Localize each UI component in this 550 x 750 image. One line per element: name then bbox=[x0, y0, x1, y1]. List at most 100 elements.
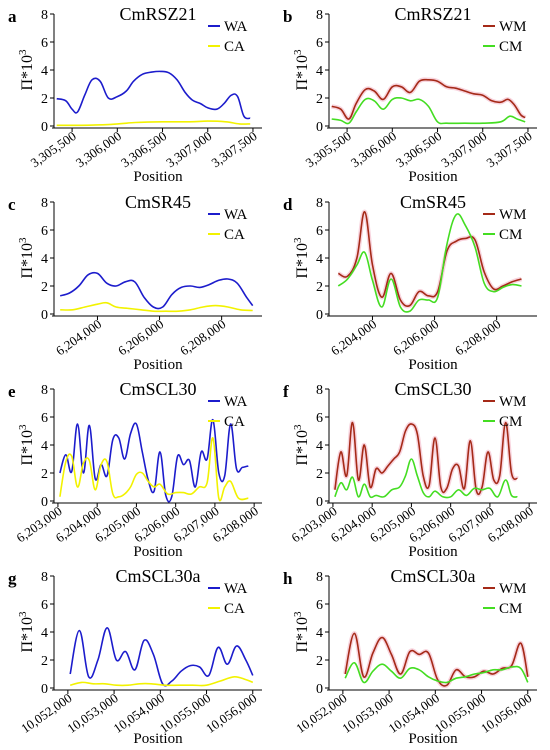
x-tick-label: 6,206,000 bbox=[115, 316, 166, 358]
y-axis-label: Π*103 bbox=[292, 424, 311, 466]
y-tick-label: 6 bbox=[316, 224, 323, 239]
panel-a: a CmRSZ2102468Π*1033,305,5003,306,0003,30… bbox=[8, 4, 262, 185]
y-axis-label-base: Π*10 bbox=[294, 617, 311, 653]
y-tick-label: 4 bbox=[41, 439, 48, 454]
y-tick-label: 4 bbox=[41, 64, 48, 79]
legend-label-ca: CA bbox=[224, 39, 245, 55]
series-line-wm bbox=[331, 78, 526, 120]
y-tick-label: 6 bbox=[316, 598, 323, 613]
x-tick-label: 10,053,000 bbox=[64, 690, 121, 736]
panel-h: h CmSCL30a02468Π*10310,052,00010,053,0001… bbox=[283, 566, 537, 747]
series-line-cm bbox=[337, 213, 522, 313]
y-axis-label-base: Π*10 bbox=[294, 430, 311, 466]
legend-label-wm: WM bbox=[499, 207, 527, 223]
y-tick-label: 4 bbox=[316, 64, 323, 79]
y-axis-label-superscript: 3 bbox=[292, 237, 304, 243]
panel-f: f CmSCL3002468Π*1036,203,0006,204,0006,20… bbox=[283, 379, 537, 560]
x-tick-label: 10,055,000 bbox=[157, 690, 214, 736]
y-tick-label: 6 bbox=[41, 598, 48, 613]
legend-label-cm: CM bbox=[499, 601, 522, 617]
legend-label-ca: CA bbox=[224, 414, 245, 430]
chart-title: CmSCL30a bbox=[115, 566, 200, 586]
y-axis-label-superscript: 3 bbox=[17, 237, 29, 243]
chart-title: CmSR45 bbox=[400, 192, 466, 212]
y-tick-label: 4 bbox=[41, 252, 48, 267]
x-tick-label: 3,305,500 bbox=[28, 128, 79, 170]
y-axis-label-base: Π*10 bbox=[19, 243, 36, 279]
panel-letter: c bbox=[8, 195, 16, 214]
y-axis-label: Π*103 bbox=[17, 424, 36, 466]
y-tick-label: 2 bbox=[316, 280, 323, 295]
series-line-wm bbox=[337, 210, 522, 307]
y-axis-label-superscript: 3 bbox=[292, 611, 304, 617]
x-axis-label: Position bbox=[133, 357, 183, 373]
y-tick-label: 0 bbox=[41, 120, 48, 135]
series-line-cm bbox=[331, 96, 526, 125]
panel-d: d CmSR45 0 2 4 6 8 Π*103 6,204,000 6,206,000 6,208… bbox=[283, 192, 537, 373]
y-axis-label-superscript: 3 bbox=[17, 611, 29, 617]
y-axis-label: Π*103 bbox=[17, 237, 36, 279]
y-tick-label: 0 bbox=[41, 495, 48, 510]
y-tick-label: 6 bbox=[41, 411, 48, 426]
y-axis-label-superscript: 3 bbox=[17, 424, 29, 430]
legend-label-wm: WM bbox=[499, 394, 527, 410]
series-line-ca bbox=[60, 301, 253, 313]
x-tick-label: 3,306,500 bbox=[118, 128, 169, 170]
legend-label-wa: WA bbox=[224, 19, 247, 35]
legend-label-wa: WA bbox=[224, 207, 247, 223]
x-tick-label: 3,306,500 bbox=[393, 128, 444, 170]
series-line-wa bbox=[59, 418, 249, 503]
y-tick-label: 4 bbox=[316, 439, 323, 454]
panel-letter: e bbox=[8, 382, 16, 401]
y-tick-label: 8 bbox=[41, 196, 48, 211]
panel-letter: a bbox=[8, 7, 17, 26]
series-line-wa bbox=[56, 70, 251, 120]
x-tick-label: 3,306,000 bbox=[348, 128, 399, 170]
y-tick-label: 6 bbox=[41, 224, 48, 239]
y-tick-label: 8 bbox=[41, 570, 48, 585]
panel-letter: b bbox=[283, 7, 292, 26]
x-tick-label: 6,208,000 bbox=[452, 316, 503, 358]
y-axis-label: Π*103 bbox=[17, 49, 36, 91]
y-tick-label: 8 bbox=[316, 8, 323, 23]
y-tick-label: 0 bbox=[316, 120, 323, 135]
x-tick-label: 10,054,000 bbox=[386, 690, 443, 736]
legend-label-wm: WM bbox=[499, 19, 527, 35]
x-axis-label: Position bbox=[133, 544, 183, 560]
y-tick-label: 0 bbox=[316, 495, 323, 510]
x-axis-label: Position bbox=[133, 731, 183, 747]
x-axis-label: Position bbox=[133, 169, 183, 185]
y-tick-label: 4 bbox=[316, 252, 323, 267]
x-tick-label: 10,055,000 bbox=[432, 690, 489, 736]
y-tick-label: 4 bbox=[41, 626, 48, 641]
y-tick-label: 8 bbox=[41, 383, 48, 398]
x-tick-label: 10,056,000 bbox=[478, 690, 535, 736]
y-axis-label-base: Π*10 bbox=[19, 430, 36, 466]
x-tick-label: 10,056,000 bbox=[203, 690, 260, 736]
x-tick-label: 3,305,500 bbox=[303, 128, 354, 170]
legend-label-wm: WM bbox=[499, 581, 527, 597]
y-tick-label: 6 bbox=[41, 36, 48, 51]
y-tick-label: 0 bbox=[316, 682, 323, 697]
y-axis-label-superscript: 3 bbox=[292, 49, 304, 55]
legend-label-wa: WA bbox=[224, 581, 247, 597]
y-tick-label: 2 bbox=[316, 467, 323, 482]
series-line-wa bbox=[69, 627, 254, 687]
x-axis-label: Position bbox=[408, 357, 458, 373]
x-tick-label: 6,204,000 bbox=[328, 316, 379, 358]
series-line-ca bbox=[69, 675, 254, 687]
x-axis-label: Position bbox=[408, 544, 458, 560]
y-tick-label: 0 bbox=[316, 308, 323, 323]
x-tick-label: 3,307,000 bbox=[438, 128, 489, 170]
chart-title: CmRSZ21 bbox=[394, 4, 471, 24]
y-tick-label: 4 bbox=[316, 626, 323, 641]
legend-label-cm: CM bbox=[499, 227, 522, 243]
y-axis-label: Π*103 bbox=[292, 237, 311, 279]
y-axis-label-base: Π*10 bbox=[294, 243, 311, 279]
series-line-cm bbox=[334, 458, 518, 499]
x-tick-label: 3,307,500 bbox=[483, 128, 534, 170]
panel-letter: g bbox=[8, 569, 17, 588]
x-tick-label: 6,208,000 bbox=[177, 316, 228, 358]
x-tick-label: 10,052,000 bbox=[293, 690, 350, 736]
